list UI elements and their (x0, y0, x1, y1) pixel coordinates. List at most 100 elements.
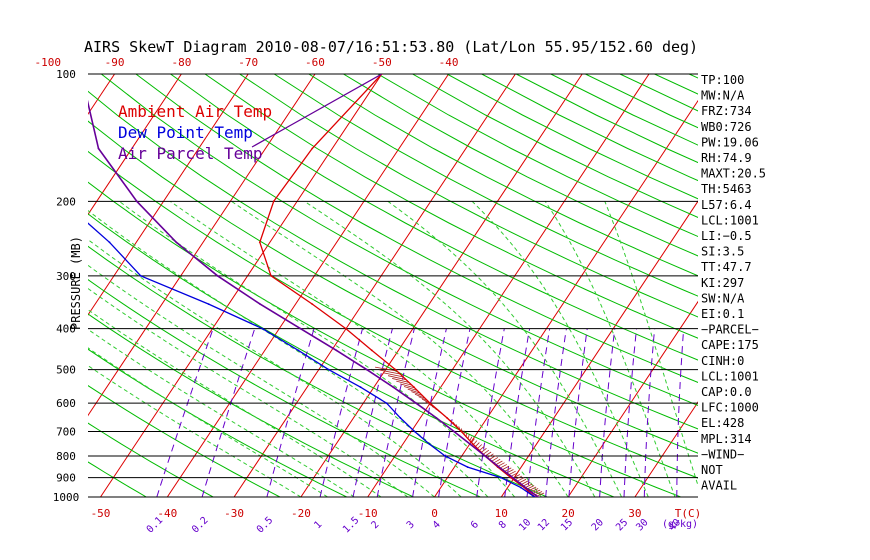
dry-adiabat-line (343, 74, 698, 257)
cape-hatch-mark (486, 453, 494, 459)
cape-hatch-mark (414, 393, 426, 399)
mixing-ratio-tick-label: 0.5 (255, 515, 276, 536)
series-point-dew-point-temp (108, 241, 111, 244)
isotherm-line (0, 74, 48, 497)
mixing-ratio-tick-label: 6 (469, 519, 481, 531)
stability-index-item: CAPE:175 (701, 338, 759, 352)
cape-hatch-mark (407, 388, 421, 394)
cape-hatch-mark (403, 386, 418, 391)
series-point-ambient-air-temp (311, 303, 314, 305)
series-point-air-parcel-temp (484, 455, 486, 457)
series-point-dew-point-temp (428, 443, 431, 446)
series-point-air-parcel-temp (259, 303, 261, 305)
mixing-ratio-tick-label: 20 (590, 517, 606, 533)
stability-index-item: NOT (701, 463, 723, 477)
moist-adiabat-line (88, 238, 462, 497)
series-point-ambient-air-temp (446, 417, 448, 419)
stability-index-item: MPL:314 (701, 432, 752, 446)
series-line-ambient-air-temp (259, 74, 536, 497)
cape-hatch-mark (469, 436, 473, 441)
series-point-dew-point-temp (399, 417, 402, 419)
stability-index-item: AVAIL (701, 479, 737, 493)
series-point-ambient-air-temp (272, 200, 275, 203)
mixing-ratio-tick-label: 1 (312, 519, 324, 531)
series-point-dew-point-temp (207, 303, 210, 305)
cape-hatch-mark (483, 449, 490, 455)
profile-lines (88, 74, 545, 497)
series-point-air-parcel-temp (97, 147, 100, 150)
pressure-tick-label: 500 (56, 364, 76, 377)
series-point-air-parcel-temp (511, 476, 514, 479)
cape-hatch-mark (400, 383, 415, 389)
moist-adiabat-line (387, 200, 622, 497)
bottom-temp-tick-label: 10 (495, 507, 508, 520)
legend-dew-point-temp: Dew Point Temp (118, 123, 253, 142)
top-temp-tick-label: -80 (171, 56, 191, 69)
stability-index-item: LCL:1001 (701, 369, 759, 383)
stability-index-item: CAP:0.0 (701, 385, 752, 399)
mixing-ratio-line (201, 328, 256, 497)
mixing-ratio-line (643, 328, 656, 497)
mixing-ratio-line (438, 328, 471, 497)
stability-index-item: LI:−0.5 (701, 229, 752, 243)
series-point-ambient-air-temp (394, 368, 397, 371)
stability-index-item: CINH:0 (701, 354, 744, 368)
cape-hatch-mark (481, 447, 487, 453)
cape-hatch-mark (491, 457, 499, 462)
series-point-dew-point-temp (385, 402, 388, 405)
stability-index-item: L57:6.4 (701, 198, 752, 212)
mixing-ratio-line (599, 328, 616, 497)
series-point-air-parcel-temp (366, 368, 368, 371)
cape-hatch-mark (473, 440, 478, 445)
isotherm-line (634, 401, 698, 497)
series-point-ambient-air-temp (460, 430, 463, 433)
dry-adiabat-line (88, 422, 214, 497)
moist-adiabat-line (471, 200, 649, 497)
series-point-ambient-air-temp (345, 327, 347, 330)
bottom-temp-tick-label: -50 (91, 507, 111, 520)
series-point-ambient-air-temp (429, 402, 431, 405)
series-point-dew-point-temp (297, 349, 300, 352)
stability-index-item: LCL:1001 (701, 213, 759, 227)
series-point-air-parcel-temp (299, 327, 302, 330)
axis-labels: 1002003004005006007008009001000-120-110-… (35, 56, 702, 536)
isotherm-line (769, 74, 870, 497)
mixing-ratio-tick-label: 8 (497, 519, 509, 531)
cape-hatch-mark (489, 455, 496, 460)
stability-index-item: MAXT:20.5 (701, 167, 766, 181)
cape-hatch-mark (375, 366, 398, 372)
series-point-air-parcel-temp (415, 402, 417, 405)
dry-adiabat-line (239, 74, 698, 318)
series-point-air-parcel-temp (175, 241, 178, 244)
isotherm-line (233, 74, 516, 497)
dry-adiabat-line (100, 74, 698, 406)
chart-legend: Ambient Air Temp Dew Point Temp Air Parc… (118, 102, 272, 163)
pressure-tick-label: 1000 (53, 491, 80, 504)
series-point-dew-point-temp (499, 476, 502, 479)
dry-adiabat-line (88, 461, 147, 497)
moist-adiabat-line (88, 209, 489, 497)
cape-hatch-mark (396, 380, 412, 386)
stability-index-item: LFC:1000 (701, 401, 759, 415)
mixing-ratio-line (156, 328, 214, 497)
stability-index-item: MW:N/A (701, 89, 745, 103)
series-point-ambient-air-temp (370, 349, 373, 352)
isotherm-line (300, 74, 583, 497)
stability-index-item: PW:19.06 (701, 135, 759, 149)
cape-hatch-mark (387, 375, 407, 381)
mixing-ratio-tick-label: 2 (369, 519, 381, 531)
bottom-temp-tick-label: -40 (157, 507, 177, 520)
series-point-dew-point-temp (413, 430, 416, 433)
top-temp-tick-label: -100 (35, 56, 62, 69)
series-point-dew-point-temp (327, 368, 330, 371)
stability-index-item: FRZ:734 (701, 104, 752, 118)
cape-hatch-mark (392, 378, 410, 383)
pressure-tick-label: 400 (56, 323, 76, 336)
moist-adiabat-line (231, 200, 569, 497)
dry-adiabat-line (88, 150, 698, 479)
bottom-temp-tick-label: -20 (291, 507, 311, 520)
dry-adiabat-line (170, 74, 698, 361)
stability-index-item: SI:3.5 (701, 245, 744, 259)
top-temp-tick-label: -90 (105, 56, 125, 69)
